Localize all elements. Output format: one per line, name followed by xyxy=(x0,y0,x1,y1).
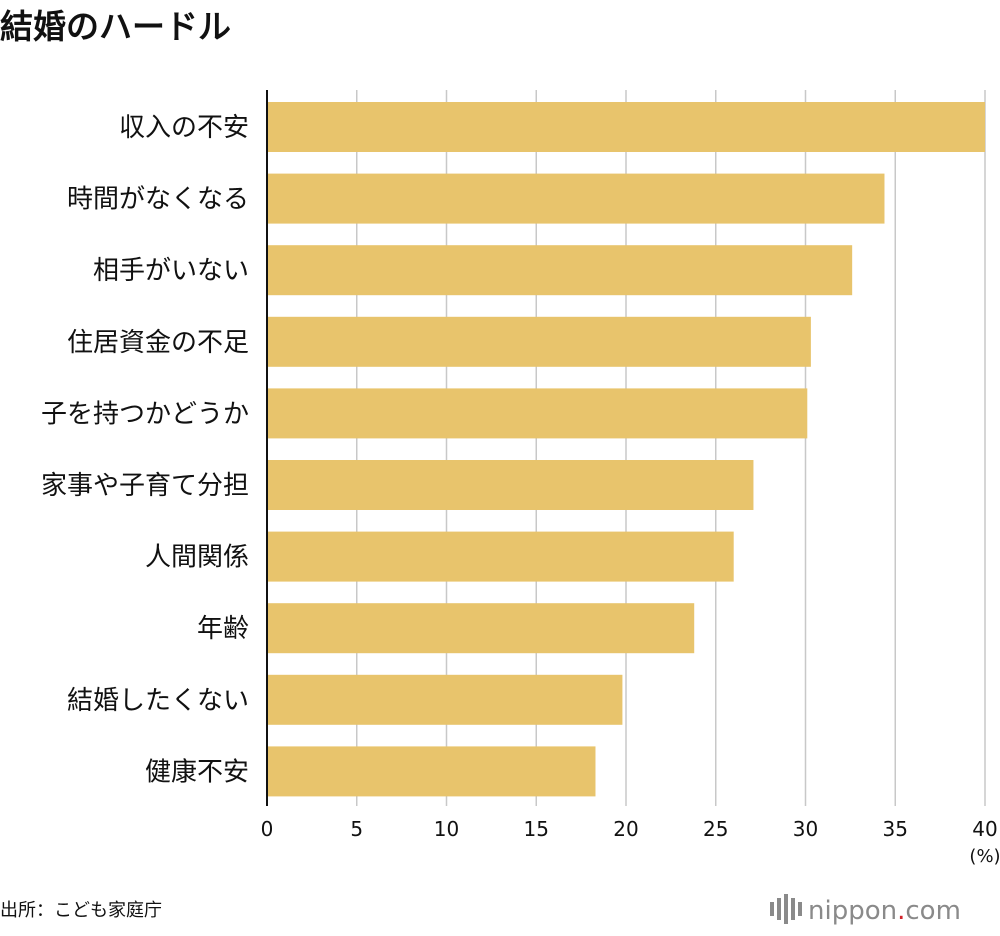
bar xyxy=(267,460,754,510)
x-tick-label: 30 xyxy=(793,817,818,841)
logo-suffix: com xyxy=(905,896,961,926)
category-label: 家事や子育て分担 xyxy=(41,471,249,501)
x-tick-label: 15 xyxy=(524,817,549,841)
category-label: 子を持つかどうか xyxy=(41,399,249,429)
bar xyxy=(267,388,808,439)
category-label: 健康不安 xyxy=(145,757,249,787)
bar xyxy=(267,603,695,654)
nippon-logo: nippon.com xyxy=(770,894,961,926)
x-tick-label: 5 xyxy=(350,817,363,841)
bar xyxy=(267,746,596,797)
logo-dot: . xyxy=(897,896,905,926)
bar xyxy=(267,674,623,725)
bar xyxy=(267,316,811,367)
logo-name: nippon xyxy=(808,896,897,926)
category-label: 時間がなくなる xyxy=(67,185,249,215)
bars xyxy=(267,102,985,797)
logo-mark-icon xyxy=(770,894,802,924)
category-label: 住居資金の不足 xyxy=(67,328,249,358)
bar xyxy=(267,531,734,582)
category-label: 人間関係 xyxy=(145,543,249,573)
x-tick-label: 0 xyxy=(261,817,274,841)
x-tick-label: 35 xyxy=(883,817,908,841)
category-label: 結婚したくない xyxy=(67,686,249,716)
x-tick-label: 10 xyxy=(434,817,459,841)
bar xyxy=(267,102,985,152)
category-labels: 収入の不安時間がなくなる相手がいない住居資金の不足子を持つかどうか家事や子育て分… xyxy=(41,113,249,787)
x-tick-label: 20 xyxy=(613,817,638,841)
chart-title: 結婚のハードル xyxy=(0,7,231,46)
category-label: 収入の不安 xyxy=(119,113,249,143)
x-axis-unit: (%) xyxy=(969,846,1000,867)
category-label: 相手がいない xyxy=(93,256,249,286)
category-label: 年齢 xyxy=(197,614,249,644)
x-axis-ticks: 0 5 10 15 20 25 30 35 40 xyxy=(261,817,998,841)
bar xyxy=(267,173,885,224)
x-tick-label: 25 xyxy=(703,817,728,841)
bar xyxy=(267,245,853,296)
svg-text:nippon.com: nippon.com xyxy=(808,896,961,926)
source-note: 出所：こども家庭庁 xyxy=(0,900,162,921)
x-tick-label: 40 xyxy=(972,817,997,841)
